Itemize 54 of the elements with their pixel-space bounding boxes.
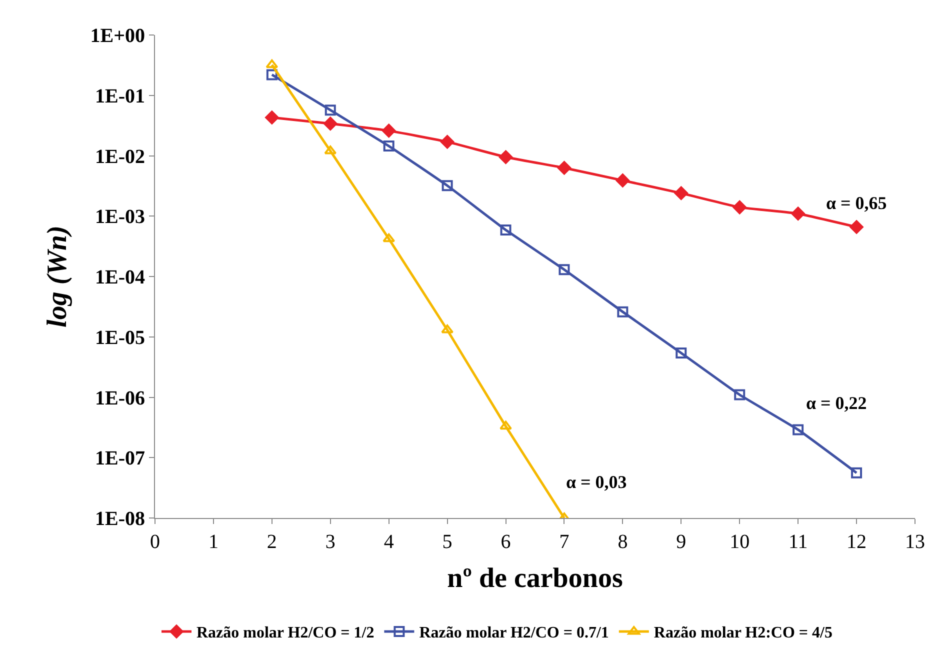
point bbox=[266, 59, 278, 68]
point bbox=[674, 186, 688, 200]
x-tick-label: 12 bbox=[846, 531, 867, 553]
y-tick-label: 1E-08 bbox=[95, 508, 145, 530]
x-tick-label: 6 bbox=[500, 531, 511, 553]
x-tick-label: 1 bbox=[208, 531, 218, 553]
point bbox=[791, 206, 805, 220]
point bbox=[442, 180, 453, 192]
x-tick-label: 0 bbox=[150, 531, 160, 553]
point bbox=[440, 134, 454, 149]
y-tick-label: 1E-07 bbox=[95, 448, 145, 470]
point bbox=[265, 110, 279, 124]
y-tick-label: 1E-03 bbox=[95, 206, 145, 228]
point bbox=[557, 161, 572, 175]
point bbox=[266, 69, 278, 80]
y-tick-label: 1E-01 bbox=[95, 85, 145, 108]
point bbox=[498, 150, 513, 164]
y-tick-label: 1E-04 bbox=[95, 266, 145, 288]
point bbox=[734, 389, 746, 400]
point bbox=[850, 220, 864, 234]
y-axis-title: log (Wn) bbox=[42, 226, 73, 328]
x-tick-label: 8 bbox=[618, 531, 628, 553]
x-tick-label: 13 bbox=[905, 531, 925, 553]
annotation: α = 0,65 bbox=[826, 193, 887, 213]
point bbox=[558, 264, 570, 276]
point bbox=[500, 420, 512, 430]
point bbox=[792, 424, 804, 436]
x-tick-label: 7 bbox=[559, 531, 570, 553]
x-tick-label: 5 bbox=[442, 531, 452, 553]
y-tick-label: 1E-06 bbox=[95, 387, 145, 410]
point bbox=[616, 174, 630, 188]
point bbox=[382, 124, 396, 138]
x-tick-label: 9 bbox=[676, 531, 686, 553]
point bbox=[617, 306, 628, 318]
point bbox=[851, 467, 862, 478]
point bbox=[500, 224, 512, 236]
point bbox=[732, 200, 746, 214]
point bbox=[324, 104, 336, 116]
x-tick-label: 2 bbox=[266, 531, 277, 553]
point bbox=[382, 233, 396, 242]
x-axis-title: nº de carbonos bbox=[447, 563, 623, 594]
point bbox=[324, 116, 338, 131]
y-tick-label: 1E+00 bbox=[90, 25, 145, 47]
point bbox=[324, 145, 337, 154]
y-tick-label: 1E-05 bbox=[95, 326, 145, 349]
y-tick-label: 1E-02 bbox=[95, 146, 145, 168]
x-tick-label: 4 bbox=[384, 531, 394, 553]
annotation: α = 0,22 bbox=[806, 393, 867, 413]
annotation: α = 0,03 bbox=[566, 472, 627, 492]
x-tick-label: 11 bbox=[788, 531, 808, 553]
point bbox=[676, 348, 687, 359]
x-tick-label: 3 bbox=[325, 531, 336, 553]
x-tick-label: 10 bbox=[730, 531, 750, 553]
point bbox=[383, 140, 394, 152]
